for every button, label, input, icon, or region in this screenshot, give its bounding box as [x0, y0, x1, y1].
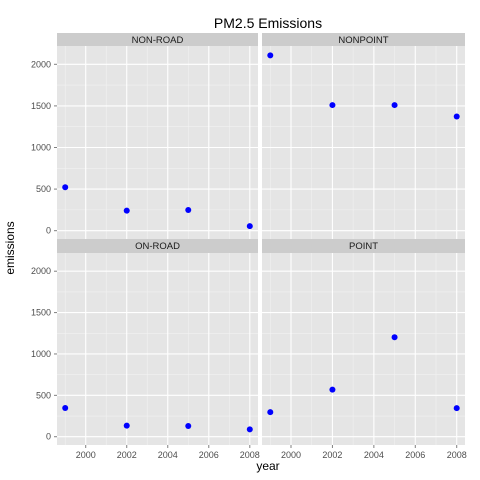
data-point	[329, 102, 336, 109]
x-tick-label: 2002	[322, 450, 342, 460]
y-tick-label: 1500	[31, 101, 51, 111]
data-point	[267, 52, 274, 59]
data-point	[123, 422, 130, 429]
x-tick-label: 2004	[364, 450, 384, 460]
facet-strip	[57, 33, 258, 46]
y-tick-label: 2000	[31, 266, 51, 276]
y-tick-label: 2000	[31, 59, 51, 69]
facet-strip	[262, 33, 465, 46]
facet-strip-label: NONPOINT	[338, 35, 388, 46]
y-tick-label: 0	[46, 226, 51, 236]
panels: NON-ROAD 0 500 1000 1500 2000 NONPOINT ON-ROAD 0…	[31, 33, 467, 460]
data-point	[391, 102, 398, 109]
y-tick-label: 1000	[31, 142, 51, 152]
x-tick-label: 2008	[240, 450, 260, 460]
facet-strip-label: ON-ROAD	[135, 241, 180, 252]
panel-background	[262, 253, 465, 445]
x-tick-label: 2008	[447, 450, 467, 460]
data-point	[329, 386, 336, 393]
data-point	[185, 422, 192, 429]
y-tick-label: 0	[46, 432, 51, 442]
panel-background	[57, 253, 258, 445]
x-tick-label: 2000	[76, 450, 96, 460]
y-tick-label: 500	[36, 184, 51, 194]
x-tick-label: 2002	[117, 450, 137, 460]
panel-background	[262, 46, 465, 239]
data-point	[267, 409, 274, 416]
data-point	[185, 207, 192, 214]
y-tick-label: 1000	[31, 349, 51, 359]
x-tick-label: 2000	[281, 450, 301, 460]
y-tick-label: 1500	[31, 308, 51, 318]
x-tick-label: 2004	[158, 450, 178, 460]
data-point	[246, 426, 253, 433]
data-point	[62, 184, 69, 191]
panel-background	[57, 46, 258, 239]
y-axis-title: emissions	[3, 221, 17, 274]
facet-strip	[57, 239, 258, 253]
data-point	[453, 113, 460, 120]
data-point	[123, 207, 130, 214]
chart-title: PM2.5 Emissions	[214, 15, 322, 31]
x-tick-label: 2006	[405, 450, 425, 460]
x-tick-label: 2006	[199, 450, 219, 460]
x-axis-title: year	[256, 459, 279, 473]
facet-strip-label: POINT	[349, 241, 378, 252]
data-point	[62, 405, 69, 412]
y-tick-label: 500	[36, 390, 51, 400]
facet-strip-label: NON-ROAD	[132, 35, 184, 46]
data-point	[391, 334, 398, 341]
facet-strip	[262, 239, 465, 253]
data-point	[246, 223, 253, 230]
data-point	[453, 405, 460, 412]
